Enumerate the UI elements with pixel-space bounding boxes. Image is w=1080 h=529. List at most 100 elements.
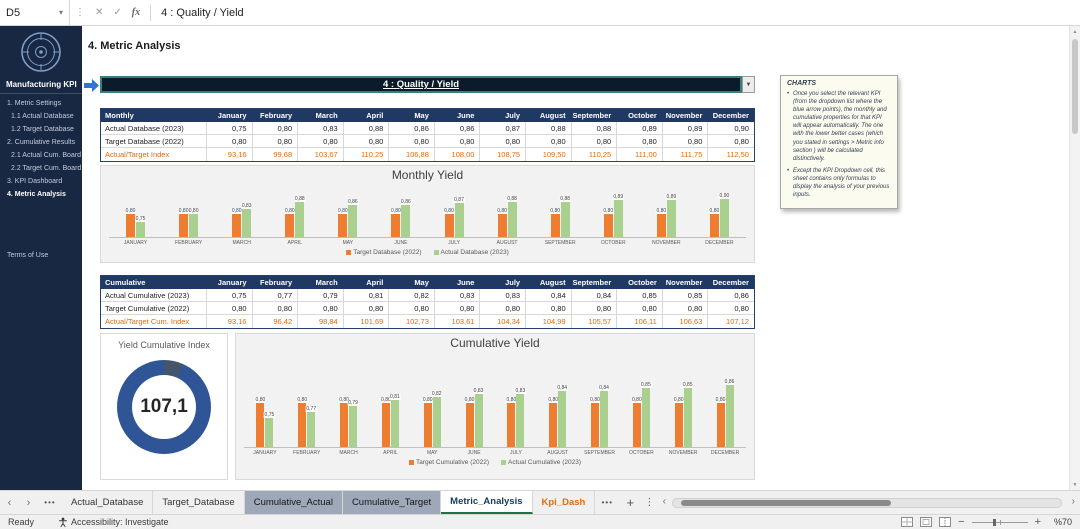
table-cell[interactable]: 112,50 [726,150,749,159]
table-cell[interactable]: 0,80 [252,122,299,135]
table-cell[interactable]: 111,75 [663,148,709,161]
table-header-cell[interactable]: January [207,276,253,289]
table-header-cell[interactable]: October [617,276,663,289]
table-cell[interactable]: 0,85 [662,289,709,302]
cumulative-yield-chart[interactable]: Cumulative Yield 0,80 0,75 0,80 0,77 0,80 0,7… [235,333,755,480]
table-header-cell[interactable]: October [617,109,663,122]
table-cell[interactable]: 0,86 [434,122,481,135]
sidebar-item-2-2-target-cum-board[interactable]: 2.2 Target Cum. Board [11,165,82,172]
table-header-cell[interactable]: March [298,276,344,289]
table-cell[interactable]: 0,88 [571,122,618,135]
table-cell[interactable]: 0,82 [389,289,435,302]
table-header-cell[interactable]: November [662,109,709,122]
table-cell[interactable]: 102,73 [389,315,435,328]
sidebar-item-1-metric-settings[interactable]: 1. Metric Settings [7,100,62,107]
table-header-cell[interactable]: September [571,276,618,289]
table-cell[interactable]: Target Database (2022) [101,135,207,148]
kpi-dropdown-arrow-icon[interactable]: ▼ [742,76,755,93]
table-header-cell[interactable]: Cumulative [101,276,207,289]
table-cell[interactable]: 0,84 [526,289,572,302]
table-cell[interactable]: 0,89 [662,122,709,135]
table-cell[interactable]: 104,34 [480,315,527,328]
table-cell[interactable]: 0,80 [526,302,572,315]
table-header-cell[interactable]: May [389,109,435,122]
table-cell[interactable]: Actual Database (2023) [101,122,207,135]
table-cell[interactable]: 0,80 [298,135,344,148]
table-cell[interactable]: 0,80 [571,302,618,315]
table-cell[interactable]: 93,16 [207,148,253,161]
table-cell[interactable]: 0,90 [708,122,754,135]
tab-scroll-right-icon[interactable]: › [26,496,31,509]
table-header-cell[interactable]: July [480,109,527,122]
table-cell[interactable]: 0,83 [298,122,344,135]
table-cell[interactable]: 99,68 [253,148,299,161]
tab-scroll-left-icon[interactable]: ‹ [7,496,12,509]
table-cell[interactable]: 0,88 [526,122,572,135]
vertical-scrollbar-thumb[interactable] [1072,39,1078,134]
table-cell[interactable]: 106,88 [389,148,435,161]
accessibility-status[interactable]: Accessibility: Investigate [44,517,169,527]
table-header-cell[interactable]: February [252,109,299,122]
table-header-cell[interactable]: July [480,276,527,289]
table-cell[interactable]: 0,80 [480,302,527,315]
zoom-slider[interactable] [971,518,1028,527]
table-cell[interactable]: 0,86 [389,122,435,135]
table-cell[interactable]: 0,80 [207,135,253,148]
table-cell[interactable]: 93,16 [207,315,253,328]
sheet-tab-actual-database[interactable]: Actual_Database [62,491,154,514]
table-cell[interactable]: Actual Cumulative (2023) [101,289,207,302]
table-cell[interactable]: 0,83 [434,289,481,302]
scroll-down-icon[interactable]: ▼ [1072,481,1078,488]
table-cell[interactable]: 0,80 [617,302,663,315]
table-cell[interactable]: 104,99 [526,315,572,328]
table-header-cell[interactable]: June [434,109,481,122]
yield-cumulative-index-panel[interactable]: Yield Cumulative Index 107,1 [100,333,228,480]
hscroll-right-icon[interactable]: › [1071,496,1075,507]
table-cell[interactable]: Actual/Target Cum. Index [101,315,207,328]
tab-list-ellipsis[interactable]: ••• [44,498,56,507]
sidebar-item-2-1-actual-cum-board[interactable]: 2.1 Actual Cum. Board [11,152,82,159]
table-cell[interactable]: 0,80 [708,135,754,148]
table-cell[interactable]: 110,25 [572,148,618,161]
table-header-cell[interactable]: February [252,276,299,289]
table-cell[interactable]: 0,80 [207,302,253,315]
table-cell[interactable]: 108,75 [480,148,527,161]
table-header-cell[interactable]: January [207,109,253,122]
table-cell[interactable]: 106,11 [617,315,663,328]
table-cell[interactable]: 98,84 [298,315,344,328]
sidebar-item-3-kpi-dashboard[interactable]: 3. KPI Dashboard [7,178,63,185]
table-header-cell[interactable]: August [526,109,572,122]
table-cell[interactable]: 0,80 [434,302,481,315]
cancel-icon[interactable]: ✕ [95,7,104,18]
enter-icon[interactable]: ✓ [113,7,122,18]
page-break-view-button[interactable] [939,517,952,527]
sidebar-item-1-2-target-database[interactable]: 1.2 Target Database [11,126,74,133]
sheet-tab-cumulative-target[interactable]: Cumulative_Target [342,491,442,514]
sheet-tab-cumulative-actual[interactable]: Cumulative_Actual [244,491,343,514]
vertical-scrollbar[interactable]: ▲ ▼ [1069,26,1080,490]
cell-name-box[interactable]: D5 ▾ [0,0,70,25]
table-cell[interactable]: 96,42 [253,315,299,328]
table-header-cell[interactable]: April [343,276,390,289]
kpi-dropdown[interactable]: 4 : Quality / Yield [100,76,742,93]
sheet-tab-kpi-dash[interactable]: Kpi_Dash [533,491,596,514]
monthly-yield-chart[interactable]: Monthly Yield 0,80 0,75 0,80 0,80 0,80 0,83 0,… [100,165,755,263]
formula-input[interactable]: 4 : Quality / Yield [161,6,244,19]
table-cell[interactable]: 0,75 [207,289,253,302]
table-cell[interactable]: 0,85 [617,289,663,302]
table-cell[interactable]: 0,87 [480,122,527,135]
sidebar-item-1-1-actual-database[interactable]: 1.1 Actual Database [11,113,74,120]
table-cell[interactable]: 0,80 [662,302,709,315]
horizontal-scrollbar[interactable] [672,498,1062,508]
normal-view-button[interactable] [901,517,914,527]
table-cell[interactable]: 0,80 [480,135,527,148]
sidebar-item-4-metric-analysis[interactable]: 4. Metric Analysis [7,191,66,198]
table-cell[interactable]: 0,80 [526,135,572,148]
table-cell[interactable]: 103,61 [435,315,481,328]
table-cell[interactable]: Target Cumulative (2022) [101,302,207,315]
table-header-cell[interactable]: December [708,109,754,122]
table-cell[interactable]: 0,80 [298,302,344,315]
table-header-cell[interactable]: Monthly [101,109,207,122]
table-cell[interactable]: 110,25 [344,148,390,161]
table-cell[interactable]: 0,79 [298,289,344,302]
